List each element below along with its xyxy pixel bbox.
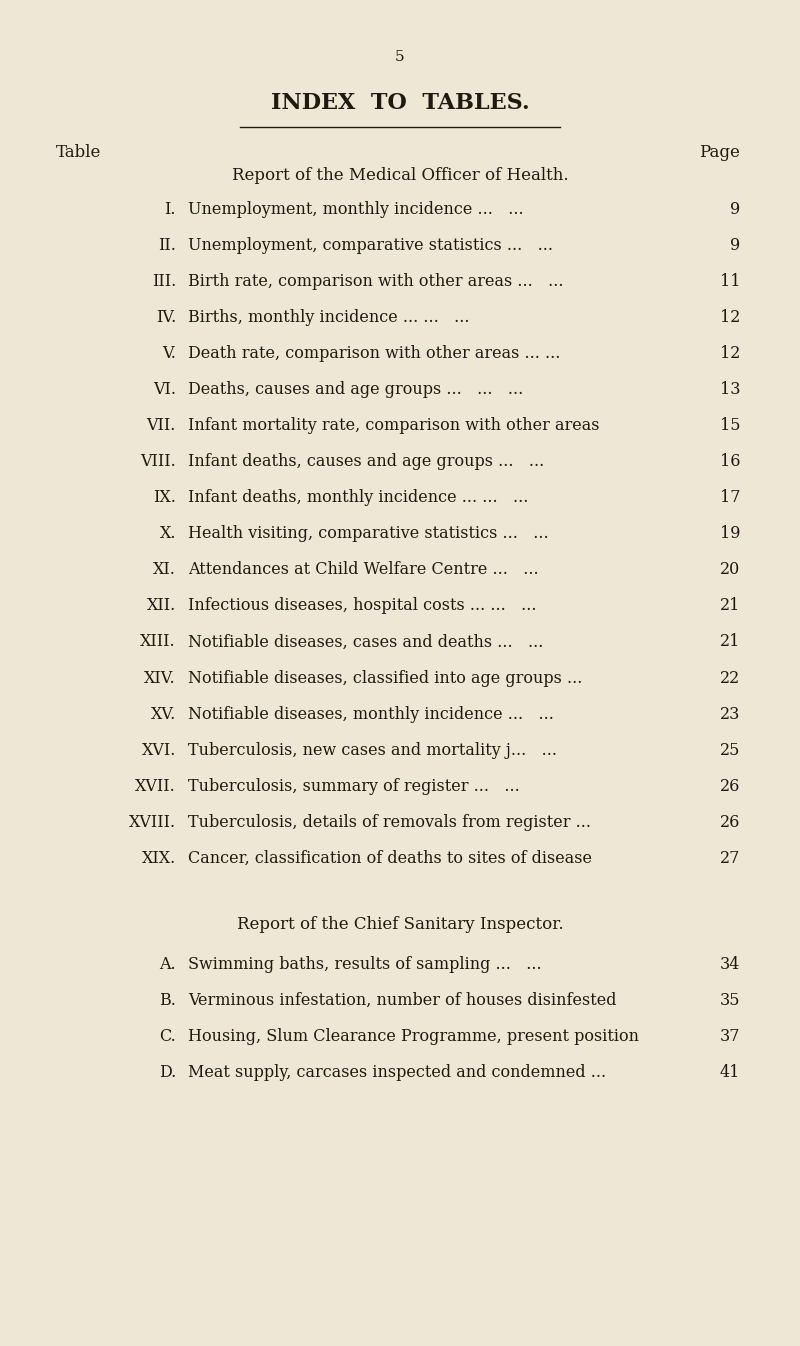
Text: Cancer, classification of deaths to sites of disease: Cancer, classification of deaths to site… — [188, 849, 592, 867]
Text: 41: 41 — [720, 1065, 740, 1081]
Text: 11: 11 — [719, 273, 740, 289]
Text: Infant deaths, monthly incidence ... ...   ...: Infant deaths, monthly incidence ... ...… — [188, 489, 528, 506]
Text: Unemployment, comparative statistics ...   ...: Unemployment, comparative statistics ...… — [188, 237, 553, 253]
Text: Tuberculosis, new cases and mortality j...   ...: Tuberculosis, new cases and mortality j.… — [188, 742, 557, 759]
Text: XI.: XI. — [153, 561, 176, 579]
Text: 5: 5 — [395, 50, 405, 63]
Text: Table: Table — [56, 144, 102, 162]
Text: 37: 37 — [719, 1028, 740, 1044]
Text: X.: X. — [159, 525, 176, 542]
Text: Report of the Medical Officer of Health.: Report of the Medical Officer of Health. — [232, 167, 568, 184]
Text: A.: A. — [159, 956, 176, 973]
Text: 25: 25 — [720, 742, 740, 759]
Text: Infectious diseases, hospital costs ... ...   ...: Infectious diseases, hospital costs ... … — [188, 598, 537, 614]
Text: 12: 12 — [720, 308, 740, 326]
Text: VII.: VII. — [146, 417, 176, 433]
Text: 26: 26 — [720, 778, 740, 794]
Text: I.: I. — [165, 201, 176, 218]
Text: XIV.: XIV. — [144, 669, 176, 686]
Text: III.: III. — [152, 273, 176, 289]
Text: Birth rate, comparison with other areas ...   ...: Birth rate, comparison with other areas … — [188, 273, 563, 289]
Text: Tuberculosis, details of removals from register ...: Tuberculosis, details of removals from r… — [188, 814, 591, 830]
Text: 19: 19 — [719, 525, 740, 542]
Text: Housing, Slum Clearance Programme, present position: Housing, Slum Clearance Programme, prese… — [188, 1028, 639, 1044]
Text: Notifiable diseases, cases and deaths ...   ...: Notifiable diseases, cases and deaths ..… — [188, 634, 543, 650]
Text: Page: Page — [699, 144, 740, 162]
Text: D.: D. — [158, 1065, 176, 1081]
Text: 17: 17 — [719, 489, 740, 506]
Text: 27: 27 — [720, 849, 740, 867]
Text: XVIII.: XVIII. — [129, 814, 176, 830]
Text: 12: 12 — [720, 345, 740, 362]
Text: Births, monthly incidence ... ...   ...: Births, monthly incidence ... ... ... — [188, 308, 470, 326]
Text: V.: V. — [162, 345, 176, 362]
Text: XII.: XII. — [146, 598, 176, 614]
Text: Infant mortality rate, comparison with other areas: Infant mortality rate, comparison with o… — [188, 417, 599, 433]
Text: Deaths, causes and age groups ...   ...   ...: Deaths, causes and age groups ... ... ..… — [188, 381, 523, 398]
Text: 9: 9 — [730, 237, 740, 253]
Text: Infant deaths, causes and age groups ...   ...: Infant deaths, causes and age groups ...… — [188, 454, 544, 470]
Text: Notifiable diseases, monthly incidence ...   ...: Notifiable diseases, monthly incidence .… — [188, 705, 554, 723]
Text: Report of the Chief Sanitary Inspector.: Report of the Chief Sanitary Inspector. — [237, 915, 563, 933]
Text: 20: 20 — [720, 561, 740, 579]
Text: Swimming baths, results of sampling ...   ...: Swimming baths, results of sampling ... … — [188, 956, 542, 973]
Text: Notifiable diseases, classified into age groups ...: Notifiable diseases, classified into age… — [188, 669, 582, 686]
Text: 35: 35 — [719, 992, 740, 1010]
Text: XIX.: XIX. — [142, 849, 176, 867]
Text: 21: 21 — [720, 598, 740, 614]
Text: 16: 16 — [719, 454, 740, 470]
Text: C.: C. — [159, 1028, 176, 1044]
Text: Attendances at Child Welfare Centre ...   ...: Attendances at Child Welfare Centre ... … — [188, 561, 538, 579]
Text: 13: 13 — [719, 381, 740, 398]
Text: Unemployment, monthly incidence ...   ...: Unemployment, monthly incidence ... ... — [188, 201, 524, 218]
Text: 23: 23 — [720, 705, 740, 723]
Text: 15: 15 — [719, 417, 740, 433]
Text: Death rate, comparison with other areas ... ...: Death rate, comparison with other areas … — [188, 345, 560, 362]
Text: 21: 21 — [720, 634, 740, 650]
Text: Tuberculosis, summary of register ...   ...: Tuberculosis, summary of register ... ..… — [188, 778, 520, 794]
Text: Meat supply, carcases inspected and condemned ...: Meat supply, carcases inspected and cond… — [188, 1065, 606, 1081]
Text: 34: 34 — [720, 956, 740, 973]
Text: B.: B. — [159, 992, 176, 1010]
Text: 26: 26 — [720, 814, 740, 830]
Text: INDEX  TO  TABLES.: INDEX TO TABLES. — [270, 92, 530, 113]
Text: Verminous infestation, number of houses disinfested: Verminous infestation, number of houses … — [188, 992, 617, 1010]
Text: VI.: VI. — [153, 381, 176, 398]
Text: XIII.: XIII. — [140, 634, 176, 650]
Text: II.: II. — [158, 237, 176, 253]
Text: XVII.: XVII. — [135, 778, 176, 794]
Text: 22: 22 — [720, 669, 740, 686]
Text: XV.: XV. — [150, 705, 176, 723]
Text: 9: 9 — [730, 201, 740, 218]
Text: IX.: IX. — [153, 489, 176, 506]
Text: XVI.: XVI. — [142, 742, 176, 759]
Text: Health visiting, comparative statistics ...   ...: Health visiting, comparative statistics … — [188, 525, 549, 542]
Text: VIII.: VIII. — [140, 454, 176, 470]
Text: IV.: IV. — [156, 308, 176, 326]
